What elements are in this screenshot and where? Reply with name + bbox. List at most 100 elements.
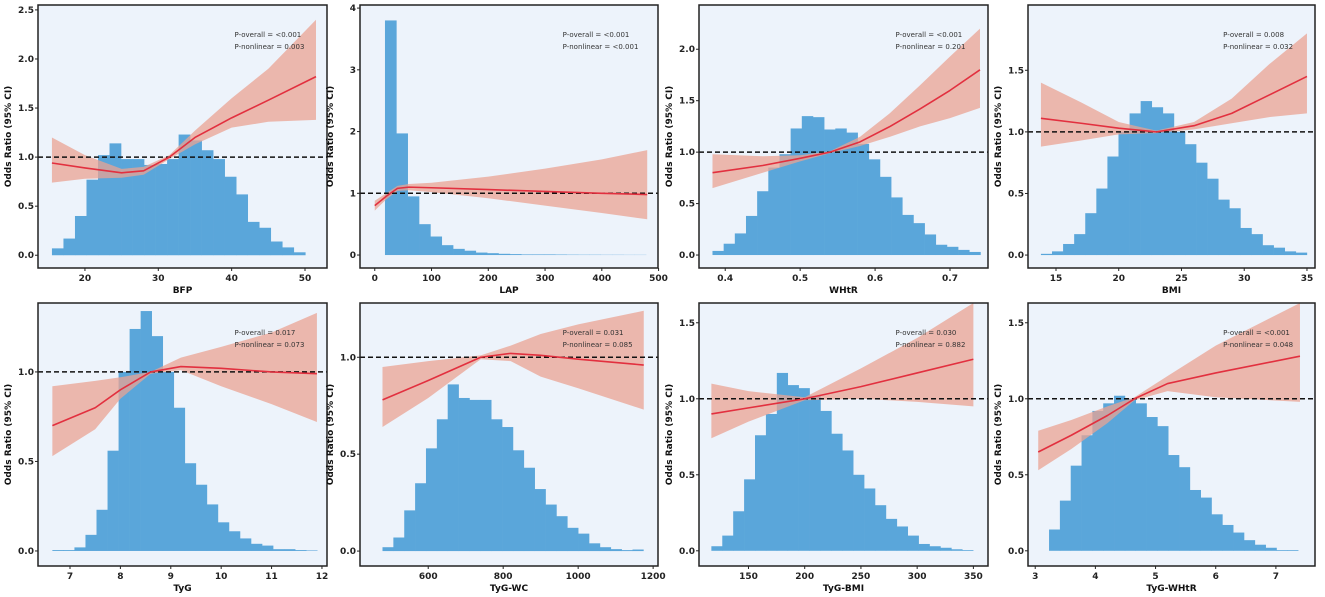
histogram-bar <box>930 546 941 551</box>
histogram-bar <box>722 536 733 551</box>
histogram-bar <box>712 251 723 255</box>
histogram-bar <box>556 516 567 551</box>
x-tick-label: 5 <box>1152 572 1158 582</box>
histogram-bar <box>1218 200 1229 255</box>
histogram-bar <box>521 254 533 255</box>
y-tick-label: 4 <box>350 4 356 14</box>
y-tick-label: 3 <box>350 66 356 76</box>
x-tick-label: 35 <box>1301 274 1314 284</box>
x-axis-label: TyG-BMI <box>823 584 864 593</box>
histogram-bar <box>766 414 777 551</box>
x-tick-label: 500 <box>649 274 668 284</box>
histogram-bar <box>393 538 404 552</box>
histogram-bar <box>533 254 545 255</box>
histogram-bar <box>442 245 454 255</box>
x-tick-label: 8 <box>117 572 123 582</box>
histogram-bar <box>578 534 589 551</box>
histogram-bar <box>1185 144 1196 255</box>
x-tick-label: 10 <box>215 572 228 582</box>
histogram-bar <box>1041 254 1052 255</box>
histogram-bar <box>951 549 962 551</box>
p-overall-annotation: P-overall = <0.001 <box>563 31 630 39</box>
histogram-bar <box>476 253 488 255</box>
histogram-bar <box>63 239 75 256</box>
x-tick-label: 0 <box>372 274 378 284</box>
x-tick-label: 0.4 <box>717 274 733 284</box>
x-axis-label: WHtR <box>829 286 858 296</box>
x-tick-label: 350 <box>964 572 983 582</box>
histogram-bar <box>735 233 746 255</box>
histogram-bar <box>1114 396 1125 551</box>
histogram-bar <box>1266 548 1277 551</box>
histogram-bar <box>622 550 633 551</box>
histogram-bar <box>864 488 875 550</box>
histogram-bar <box>744 479 755 550</box>
histogram-bar <box>502 427 513 551</box>
histogram-bar <box>897 526 908 550</box>
histogram-bar <box>858 144 869 255</box>
histogram-bar <box>589 543 600 551</box>
histogram-bar <box>404 510 415 551</box>
histogram-bar <box>248 222 260 255</box>
histogram-bar <box>1190 490 1201 551</box>
histogram-bar <box>842 450 853 550</box>
histogram-bar <box>611 549 622 551</box>
histogram-bar <box>1060 501 1071 551</box>
histogram-bar <box>755 435 766 551</box>
histogram-bar <box>63 550 74 551</box>
histogram-bar <box>600 547 611 551</box>
y-tick-label: 2.5 <box>18 6 34 16</box>
p-nonlinear-annotation: P-nonlinear = 0.048 <box>1223 341 1293 349</box>
x-axis-label: TyG-WC <box>490 584 529 593</box>
histogram-bar <box>831 434 842 551</box>
x-tick-label: 0.7 <box>942 274 958 284</box>
histogram-bar <box>408 196 420 255</box>
histogram-bar <box>546 505 557 552</box>
p-overall-annotation: P-overall = 0.031 <box>563 329 624 337</box>
histogram-bar <box>167 159 179 255</box>
x-axis-label: TyG <box>173 584 191 593</box>
histogram-bar <box>1052 251 1063 255</box>
histogram-bar <box>1130 113 1141 255</box>
histogram-bar <box>108 451 119 551</box>
histogram-bar <box>788 385 799 551</box>
p-overall-annotation: P-overall = <0.001 <box>235 31 302 39</box>
histogram-bar <box>510 254 522 255</box>
histogram-bar <box>426 448 437 551</box>
histogram-bar <box>908 536 919 551</box>
histogram-bar <box>453 249 465 255</box>
x-tick-label: 6 <box>1213 572 1219 582</box>
y-axis-label: Odds Ratio (95% CI) <box>665 384 675 486</box>
y-tick-label: 0.5 <box>1008 471 1024 481</box>
histogram-bar <box>1071 466 1082 551</box>
histogram-bar <box>799 388 810 551</box>
x-tick-label: 800 <box>494 572 513 582</box>
y-tick-label: 0.5 <box>679 471 695 481</box>
y-axis-label: Odds Ratio (95% CI) <box>994 384 1004 486</box>
x-tick-label: 250 <box>852 572 871 582</box>
histogram-bar <box>469 400 480 551</box>
histogram-bar <box>902 215 913 255</box>
histogram-bar <box>813 117 824 255</box>
histogram-bar <box>1103 403 1114 550</box>
histogram-bar <box>174 408 185 551</box>
y-tick-label: 0.0 <box>679 251 695 261</box>
histogram-bar <box>1274 248 1285 255</box>
histogram-bar <box>156 164 168 255</box>
y-tick-label: 1.0 <box>1008 128 1024 138</box>
y-axis-label: Odds Ratio (95% CI) <box>4 86 14 188</box>
histogram-bar <box>891 197 902 255</box>
histogram-bar <box>396 133 408 255</box>
histogram-bar <box>1163 113 1174 255</box>
histogram-bar <box>185 463 196 551</box>
histogram-bar <box>513 450 524 551</box>
y-tick-label: 1.0 <box>18 368 34 378</box>
histogram-bar <box>251 544 262 551</box>
x-tick-label: 9 <box>168 572 174 582</box>
histogram-bar <box>779 154 790 255</box>
x-tick-label: 300 <box>908 572 927 582</box>
